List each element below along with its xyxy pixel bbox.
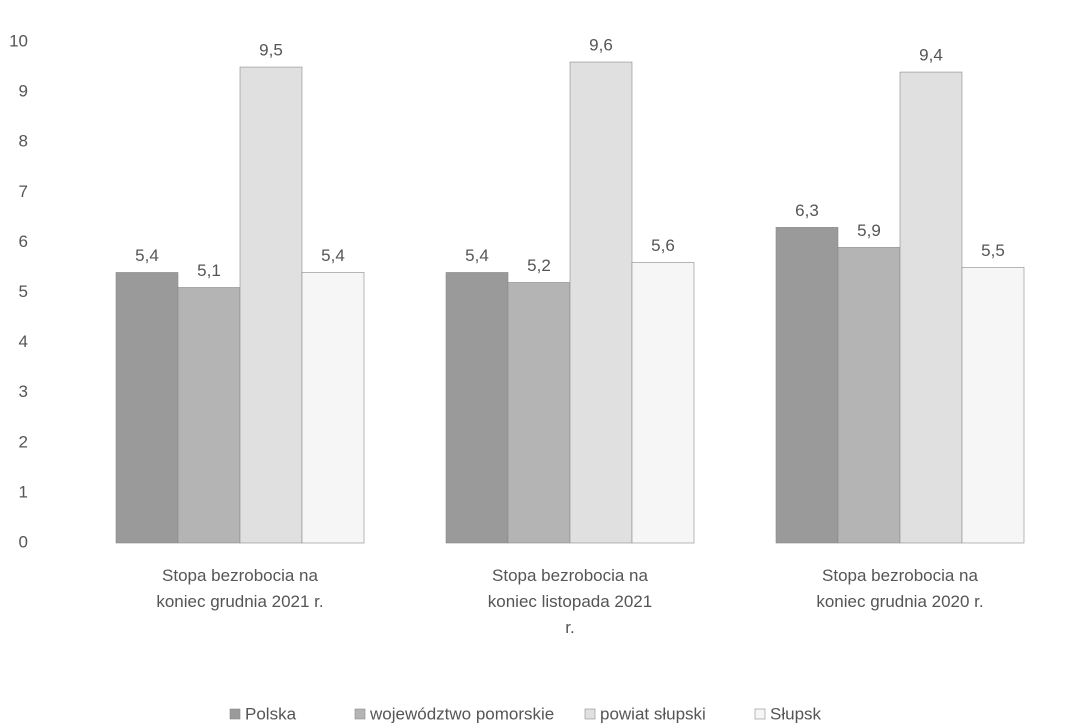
value-label: 5,4: [465, 246, 489, 265]
y-tick-label: 2: [19, 432, 28, 451]
bar: [301, 272, 365, 544]
bar: [899, 71, 963, 544]
y-tick-label: 6: [19, 232, 28, 251]
value-label: 5,5: [981, 241, 1005, 260]
bar: [239, 66, 303, 544]
y-tick-label: 10: [9, 31, 28, 50]
legend-label: powiat słupski: [600, 704, 706, 723]
bar: [961, 267, 1025, 544]
y-tick-label: 7: [19, 182, 28, 201]
bar: [569, 61, 633, 544]
x-tick-label: Stopa bezrobocia na koniec listopada 202…: [487, 566, 653, 637]
y-tick-label: 8: [19, 132, 28, 151]
bar: [507, 282, 571, 544]
x-tick-label: Stopa bezrobocia na koniec grudnia 2020 …: [816, 566, 984, 611]
bar: [445, 272, 509, 544]
legend-label: województwo pomorskie: [369, 704, 554, 723]
value-label: 6,3: [795, 201, 819, 220]
legend-swatch: [354, 708, 366, 720]
y-tick-label: 5: [19, 282, 28, 301]
legend-swatch: [229, 708, 241, 720]
value-label: 9,6: [589, 36, 613, 55]
y-tick-label: 4: [19, 332, 28, 351]
y-tick-label: 3: [19, 382, 28, 401]
bar: [631, 262, 695, 544]
x-tick-label: Stopa bezrobocia na koniec grudnia 2021 …: [156, 566, 324, 611]
y-tick-label: 0: [19, 532, 28, 551]
legend-swatch: [754, 708, 766, 720]
bar: [775, 227, 839, 544]
value-label: 5,4: [135, 246, 159, 265]
value-label: 5,1: [197, 261, 221, 280]
value-label: 5,2: [527, 256, 551, 275]
legend-label: Słupsk: [770, 704, 822, 723]
bar: [837, 247, 901, 544]
value-label: 5,9: [857, 221, 881, 240]
bar: [115, 272, 179, 544]
value-label: 9,4: [919, 46, 943, 65]
value-label: 5,6: [651, 236, 675, 255]
bar: [177, 287, 241, 544]
value-label: 5,4: [321, 246, 345, 265]
value-label: 9,5: [259, 41, 283, 60]
legend-label: Polska: [245, 704, 297, 723]
y-tick-label: 9: [19, 82, 28, 101]
legend-swatch: [584, 708, 596, 720]
y-tick-label: 1: [19, 482, 28, 501]
